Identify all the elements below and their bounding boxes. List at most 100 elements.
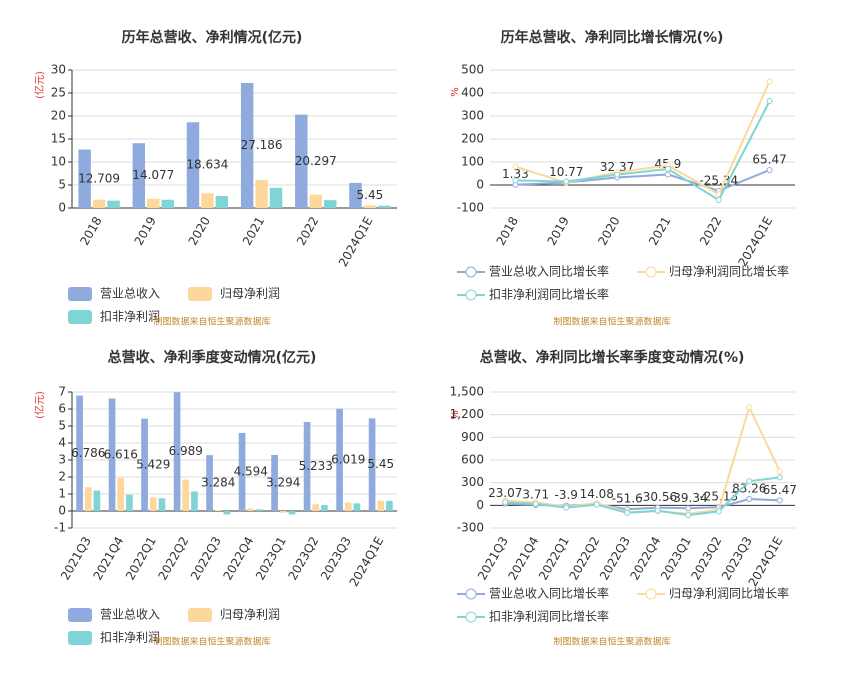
y-tick-label: 15: [51, 132, 66, 146]
y-tick-label: 4: [58, 436, 66, 450]
y-tick-label: 20: [51, 109, 66, 123]
legend-label: 归母净利润: [220, 608, 280, 622]
point: [563, 178, 570, 185]
x-tick-label: 2022Q4: [220, 534, 256, 582]
point: [685, 505, 692, 512]
bar: [107, 200, 120, 208]
legend-label: 营业总收入: [100, 287, 160, 301]
y-tick-label: 100: [461, 155, 484, 169]
bar: [78, 149, 91, 208]
x-tick-label: 2021: [646, 214, 673, 247]
bar: [201, 193, 214, 208]
data-label: 3.71: [522, 488, 549, 502]
bar: [256, 509, 263, 511]
point: [766, 98, 773, 105]
y-tick-label: 2: [58, 470, 66, 484]
chart-title: 历年总营收、净利同比增长情况(%): [501, 29, 724, 46]
data-label: 5.233: [299, 459, 333, 473]
legend-label: 归母净利润同比增长率: [669, 586, 789, 601]
point: [654, 507, 661, 514]
point: [766, 166, 773, 173]
bar: [378, 205, 391, 208]
data-label: 23.07: [488, 486, 522, 500]
data-label: -25.13: [699, 490, 738, 504]
data-label: -3.9: [555, 488, 578, 502]
x-tick-label: 2019: [131, 214, 158, 247]
point: [746, 478, 753, 485]
bar: [149, 497, 157, 511]
legend-label: 归母净利润同比增长率: [669, 264, 789, 279]
point: [664, 165, 671, 172]
point: [715, 196, 722, 203]
bar: [126, 494, 133, 511]
bar: [173, 392, 181, 511]
x-tick-label: 2023Q3: [318, 534, 354, 582]
legend-swatch: [645, 588, 657, 600]
data-label: -30.56: [638, 490, 677, 504]
chart-title: 历年总营收、净利情况(亿元): [122, 29, 303, 46]
data-label: -25.34: [699, 173, 738, 187]
chart-title: 总营收、净利季度变动情况(亿元): [108, 349, 317, 366]
y-tick-label: 0: [476, 178, 484, 192]
bar: [255, 179, 268, 208]
x-tick-label: 2022: [294, 214, 321, 247]
line: [505, 476, 780, 517]
data-label: 5.45: [357, 188, 384, 202]
bar: [295, 114, 308, 208]
data-label: 6.616: [104, 447, 138, 461]
data-label: 5.429: [136, 457, 170, 471]
legend-swatch: [465, 289, 477, 301]
legend-swatch: [188, 608, 212, 622]
y-tick-label: 0: [58, 504, 66, 518]
bar: [93, 490, 101, 511]
data-label: 4.594: [234, 464, 268, 478]
data-label: 6.989: [169, 444, 203, 458]
y-tick-label: 5: [58, 419, 66, 433]
point: [766, 78, 773, 85]
bar: [353, 503, 361, 511]
bar: [279, 511, 287, 513]
bar: [323, 200, 337, 208]
legend-swatch: [645, 266, 657, 278]
data-label: 3.294: [266, 476, 300, 490]
y-tick-label: 400: [461, 86, 484, 100]
bar: [132, 143, 146, 208]
legend-swatch: [68, 310, 92, 324]
data-label: 1.33: [502, 167, 529, 181]
bar: [191, 491, 198, 511]
data-label: 65.47: [752, 152, 786, 166]
y-axis-label: (亿元): [33, 391, 46, 419]
data-label: 14.077: [132, 168, 174, 182]
data-label: 27.186: [241, 138, 283, 152]
y-axis-label: %: [450, 87, 461, 97]
legend-label: 扣非净利润同比增长率: [489, 287, 609, 302]
line: [515, 100, 771, 202]
point: [532, 500, 539, 507]
x-tick-label: 2022Q3: [188, 534, 224, 582]
legend-label: 营业总收入同比增长率: [489, 586, 609, 601]
y-tick-label: -300: [457, 521, 484, 535]
bar: [215, 196, 229, 208]
x-tick-label: 2019: [544, 214, 571, 247]
data-label: 12.709: [78, 171, 120, 185]
bar: [336, 408, 343, 511]
point: [512, 177, 519, 184]
data-label: 10.77: [549, 165, 583, 179]
line: [515, 81, 771, 196]
data-label: 5.45: [367, 457, 394, 471]
bar: [386, 500, 393, 511]
x-tick-label: 2021: [240, 214, 267, 247]
legend-swatch: [465, 588, 477, 600]
bar: [147, 198, 160, 208]
point: [746, 496, 753, 503]
x-tick-label: 2023Q2: [285, 534, 321, 582]
x-tick-label: 2023Q1: [253, 534, 289, 582]
y-tick-label: 300: [461, 109, 484, 123]
bar: [141, 418, 148, 511]
bar: [368, 418, 376, 511]
y-tick-label: 1: [58, 487, 66, 501]
point: [593, 501, 600, 508]
data-label: 6.019: [331, 452, 365, 466]
y-tick-label: 1,200: [450, 407, 484, 421]
